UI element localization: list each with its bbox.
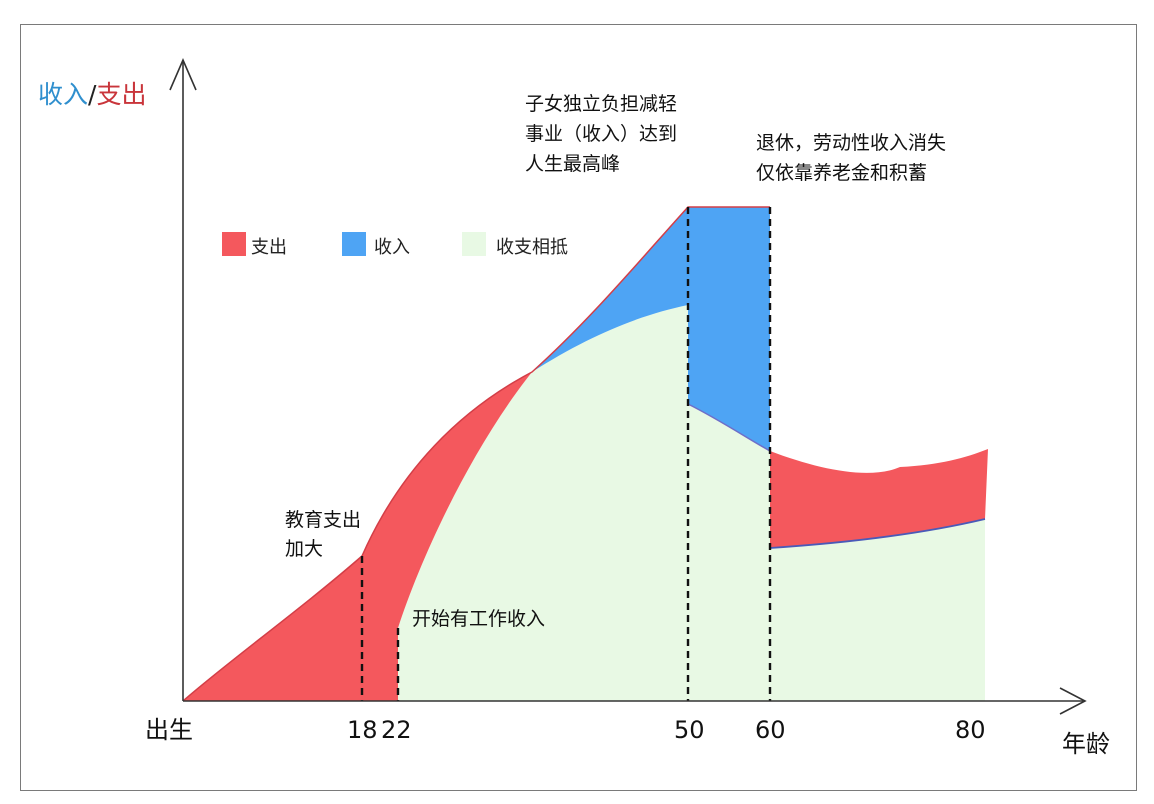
start-work-annotation: 开始有工作收入: [412, 608, 545, 630]
title-slash: /: [88, 80, 97, 109]
x-tick-60: 60: [755, 716, 786, 744]
legend-swatch-expense: [222, 232, 246, 256]
income-surplus-area-working: [532, 207, 688, 372]
income-surplus-area-peak: [688, 207, 770, 451]
education-annotation-line-1: 教育支出: [285, 509, 361, 531]
balance-area: [398, 305, 985, 701]
x-tick-22: 22: [381, 716, 412, 744]
legend-label-expense: 支出: [251, 237, 287, 258]
y-axis-arrow: [169, 57, 197, 91]
peak-annotation-line-2: 事业（收入）达到: [525, 123, 677, 145]
legend: 支出 收入 收支相抵: [222, 232, 568, 258]
x-tick-80: 80: [955, 716, 986, 744]
retire-annotation-line-1: 退休，劳动性收入消失: [756, 132, 946, 154]
title-income: 收入: [38, 80, 88, 109]
retire-annotation-line-2: 仅依靠养老金和积蓄: [756, 162, 927, 184]
y-axis-title: 收入/支出: [38, 80, 146, 109]
expense-area-early: [183, 372, 532, 701]
x-axis-arrow: [1059, 687, 1087, 715]
x-axis-label: 年龄: [1062, 730, 1110, 758]
legend-label-balance: 收支相抵: [496, 237, 568, 258]
title-expense: 支出: [96, 80, 146, 109]
x-tick-18: 18: [347, 716, 378, 744]
legend-swatch-income: [342, 232, 366, 256]
expense-curve: [182, 206, 770, 702]
income-curve: [687, 403, 771, 452]
legend-label-income: 收入: [374, 237, 410, 258]
education-annotation-line-2: 加大: [285, 538, 323, 560]
legend-swatch-balance: [462, 232, 486, 256]
figure-frame: [20, 24, 1137, 791]
expense-area-retirement: [770, 449, 988, 548]
peak-annotation-line-3: 人生最高峰: [525, 153, 620, 175]
x-tick-birth: 出生: [145, 716, 193, 744]
retirement-income-curve: [769, 518, 986, 549]
x-tick-50: 50: [674, 716, 705, 744]
peak-annotation-line-1: 子女独立负担减轻: [525, 93, 677, 115]
